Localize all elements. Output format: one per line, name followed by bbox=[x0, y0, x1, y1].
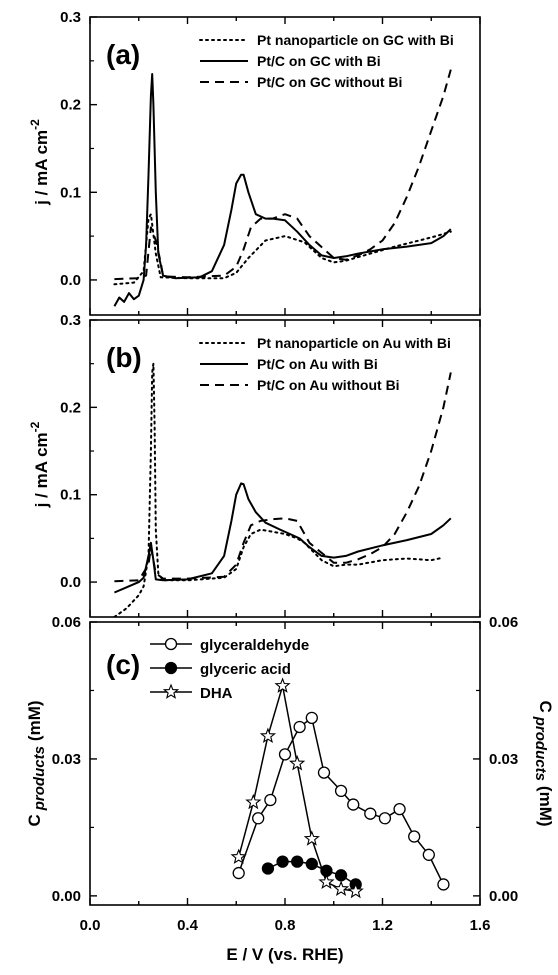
data-point-open-circle bbox=[364, 807, 377, 820]
data-point-open-circle bbox=[232, 866, 245, 880]
series-line-dotted bbox=[113, 213, 452, 286]
y-axis-title-subscript: products bbox=[31, 746, 48, 811]
y-tick-label-right: 0.03 bbox=[489, 751, 518, 768]
data-point-open-star bbox=[303, 830, 320, 846]
legend-label: DHA bbox=[200, 685, 233, 702]
data-point-open-circle bbox=[278, 748, 292, 761]
y-tick-label: 0.3 bbox=[60, 312, 81, 329]
data-point-open-star bbox=[274, 677, 291, 693]
legend-label: Pt/C on Au with Bi bbox=[257, 356, 378, 372]
data-point-open-circle bbox=[252, 812, 265, 825]
x-tick-label: 0.8 bbox=[275, 917, 296, 934]
y-tick-label: 0.3 bbox=[60, 9, 81, 26]
legend-label: Pt/C on GC without Bi bbox=[257, 74, 402, 90]
y-axis-title-right-main: C bbox=[536, 700, 555, 712]
data-point-open-star bbox=[230, 848, 247, 864]
panel-b: 0.0 0.1 0.2 0.3 (b) j / mA cm-2 Pt nanoparticl… bbox=[28, 312, 481, 618]
y-tick-label: 0.03 bbox=[52, 751, 81, 768]
data-point-open-circle bbox=[334, 784, 348, 798]
y-tick-label: 0.2 bbox=[60, 399, 81, 416]
series-line-dotted bbox=[113, 362, 445, 617]
data-point-filled-circle bbox=[276, 855, 289, 868]
y-axis-title-unit: (mM) bbox=[25, 700, 44, 741]
y-tick-label: 0.1 bbox=[60, 184, 81, 201]
data-point-open-circle bbox=[408, 830, 421, 843]
y-axis-title-superscript: -2 bbox=[28, 421, 42, 432]
y-axis-title-main: C bbox=[25, 814, 44, 826]
y-tick-label-right: 0.06 bbox=[489, 614, 518, 631]
legend-label: Pt/C on Au without Bi bbox=[257, 377, 400, 393]
data-point-filled-circle bbox=[261, 862, 275, 875]
data-point-open-circle bbox=[393, 802, 406, 816]
legend-label: Pt/C on GC with Bi bbox=[257, 53, 381, 69]
x-tick-label: 1.6 bbox=[470, 917, 491, 934]
x-axis-title: E / V (vs. RHE) bbox=[226, 945, 343, 964]
y-axis-title: Cproducts (mM) bbox=[25, 700, 48, 826]
data-point-open-circle bbox=[437, 878, 450, 891]
series-line-solid bbox=[113, 73, 452, 307]
y-axis-title-superscript: -2 bbox=[28, 119, 42, 130]
data-point-open-circle bbox=[293, 720, 306, 734]
y-axis-title-right-unit: (mM) bbox=[536, 786, 555, 827]
data-point-filled-circle bbox=[305, 857, 318, 871]
legend-label: glyceraldehyde bbox=[200, 637, 309, 654]
data-point-open-star bbox=[259, 727, 277, 744]
data-point-open-circle bbox=[317, 766, 331, 779]
data-point-open-star bbox=[318, 873, 335, 890]
y-tick-label: 0.06 bbox=[52, 614, 81, 631]
data-point-open-star bbox=[332, 880, 350, 896]
y-tick-label: 0.0 bbox=[60, 272, 81, 289]
data-point-open-circle bbox=[264, 793, 277, 807]
data-point-open-circle bbox=[378, 812, 392, 825]
data-point-open-star bbox=[289, 754, 306, 771]
y-axis-title-right: Cproducts (mM) bbox=[532, 700, 555, 826]
x-tick-label: 1.2 bbox=[372, 917, 393, 934]
y-tick-label-right: 0.00 bbox=[489, 888, 518, 905]
y-axis-title-right-subscript: products bbox=[532, 716, 549, 781]
legend-label: glyceric acid bbox=[200, 661, 291, 678]
panel-label: (b) bbox=[106, 342, 142, 373]
data-point-open-circle bbox=[305, 711, 318, 725]
y-axis-title: j / mA cm-2 bbox=[28, 421, 51, 508]
x-tick-label: 0.0 bbox=[80, 917, 101, 934]
y-tick-label: 0.2 bbox=[60, 97, 81, 114]
series-line-dashed bbox=[114, 372, 452, 583]
panel-c: 0.00 0.00 0.03 0.03 0.06 0.06 (c) Cproducts (mM)… bbox=[25, 614, 555, 964]
y-tick-label: 0.0 bbox=[60, 574, 81, 591]
series-line-solid bbox=[114, 482, 452, 594]
panel-a: 0.0 0.1 0.2 0.3 (a) j / mA cm-2 Pt nanoparticl… bbox=[28, 9, 481, 316]
panel-label: (c) bbox=[106, 649, 140, 680]
series-line-dashed bbox=[114, 69, 452, 281]
data-point-open-circle bbox=[347, 798, 360, 811]
legend-marker-open-circle bbox=[164, 637, 178, 651]
y-axis-title-main: j / mA cm bbox=[32, 432, 51, 508]
data-point-open-circle bbox=[422, 848, 435, 861]
data-point-open-star bbox=[245, 793, 262, 810]
y-tick-label: 0.1 bbox=[60, 487, 81, 504]
y-axis-title: j / mA cm-2 bbox=[28, 119, 51, 206]
data-point-filled-circle bbox=[291, 855, 304, 868]
legend-marker-filled-circle bbox=[164, 661, 178, 675]
y-tick-label: 0.00 bbox=[52, 888, 81, 905]
y-axis-title-main: j / mA cm bbox=[32, 130, 51, 206]
data-point-filled-circle bbox=[334, 869, 348, 882]
x-tick-label: 0.4 bbox=[177, 917, 199, 934]
panel-label: (a) bbox=[106, 39, 140, 70]
legend-label: Pt nanoparticle on Au with Bi bbox=[257, 335, 451, 351]
legend-marker-open-star bbox=[162, 683, 180, 699]
data-point-open-star bbox=[347, 882, 364, 899]
legend-label: Pt nanoparticle on GC with Bi bbox=[257, 32, 454, 48]
